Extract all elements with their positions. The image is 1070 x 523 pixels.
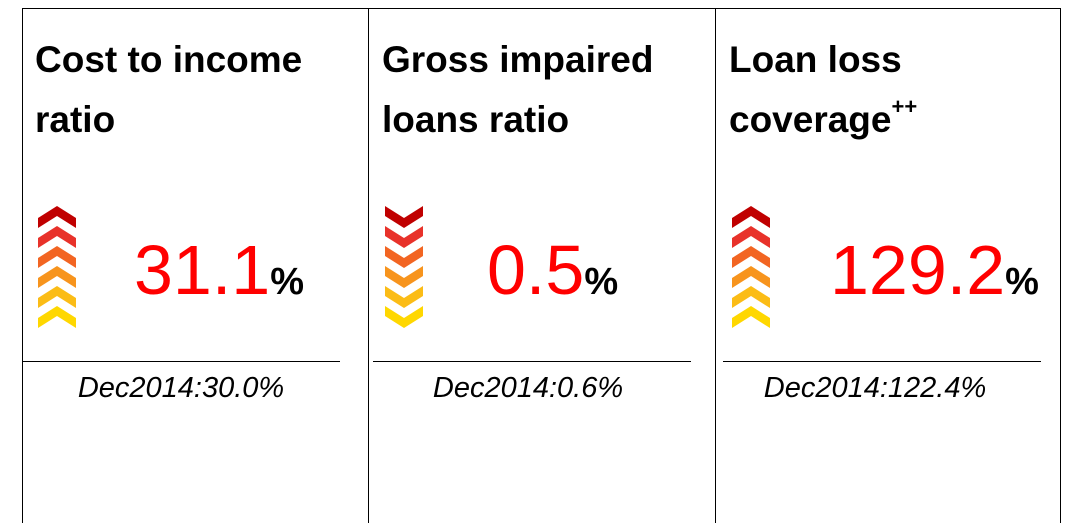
value: 31.1 bbox=[134, 231, 271, 309]
footnote-mark: ++ bbox=[891, 94, 918, 119]
separator bbox=[723, 361, 1041, 362]
unit: % bbox=[1005, 261, 1039, 303]
comparison: Dec2014:0.6% bbox=[432, 372, 624, 404]
value-line: 31.1% bbox=[134, 230, 304, 310]
unit: % bbox=[584, 261, 619, 303]
unit: % bbox=[270, 261, 305, 303]
value-line: 0.5% bbox=[487, 230, 618, 310]
panel-title: Gross impaired loans ratio bbox=[382, 39, 654, 140]
panel-title: Cost to income ratio bbox=[35, 39, 303, 140]
trend-icon bbox=[385, 206, 423, 328]
divider bbox=[715, 8, 716, 523]
title-text: Loan loss coverage bbox=[729, 39, 902, 140]
divider bbox=[368, 8, 369, 523]
panel-title: Loan loss coverage++ bbox=[729, 30, 1029, 150]
separator bbox=[22, 361, 340, 362]
panel: Cost to income ratio 31.1% Dec2014:30.0% bbox=[22, 8, 368, 523]
trend-icon bbox=[732, 206, 770, 328]
panel: Gross impaired loans ratio 0.5% Dec2014:… bbox=[369, 8, 715, 523]
value: 0.5 bbox=[487, 231, 585, 309]
trend-icon bbox=[38, 206, 76, 328]
table-frame bbox=[22, 8, 1061, 523]
value: 129.2 bbox=[830, 231, 1006, 309]
comparison: Dec2014:122.4% bbox=[763, 372, 987, 404]
panel: Loan loss coverage++ 129.2% Dec2014:122.… bbox=[716, 8, 1062, 523]
comparison: Dec2014:30.0% bbox=[77, 372, 285, 404]
value-line: 129.2% bbox=[830, 230, 1039, 310]
separator bbox=[373, 361, 691, 362]
